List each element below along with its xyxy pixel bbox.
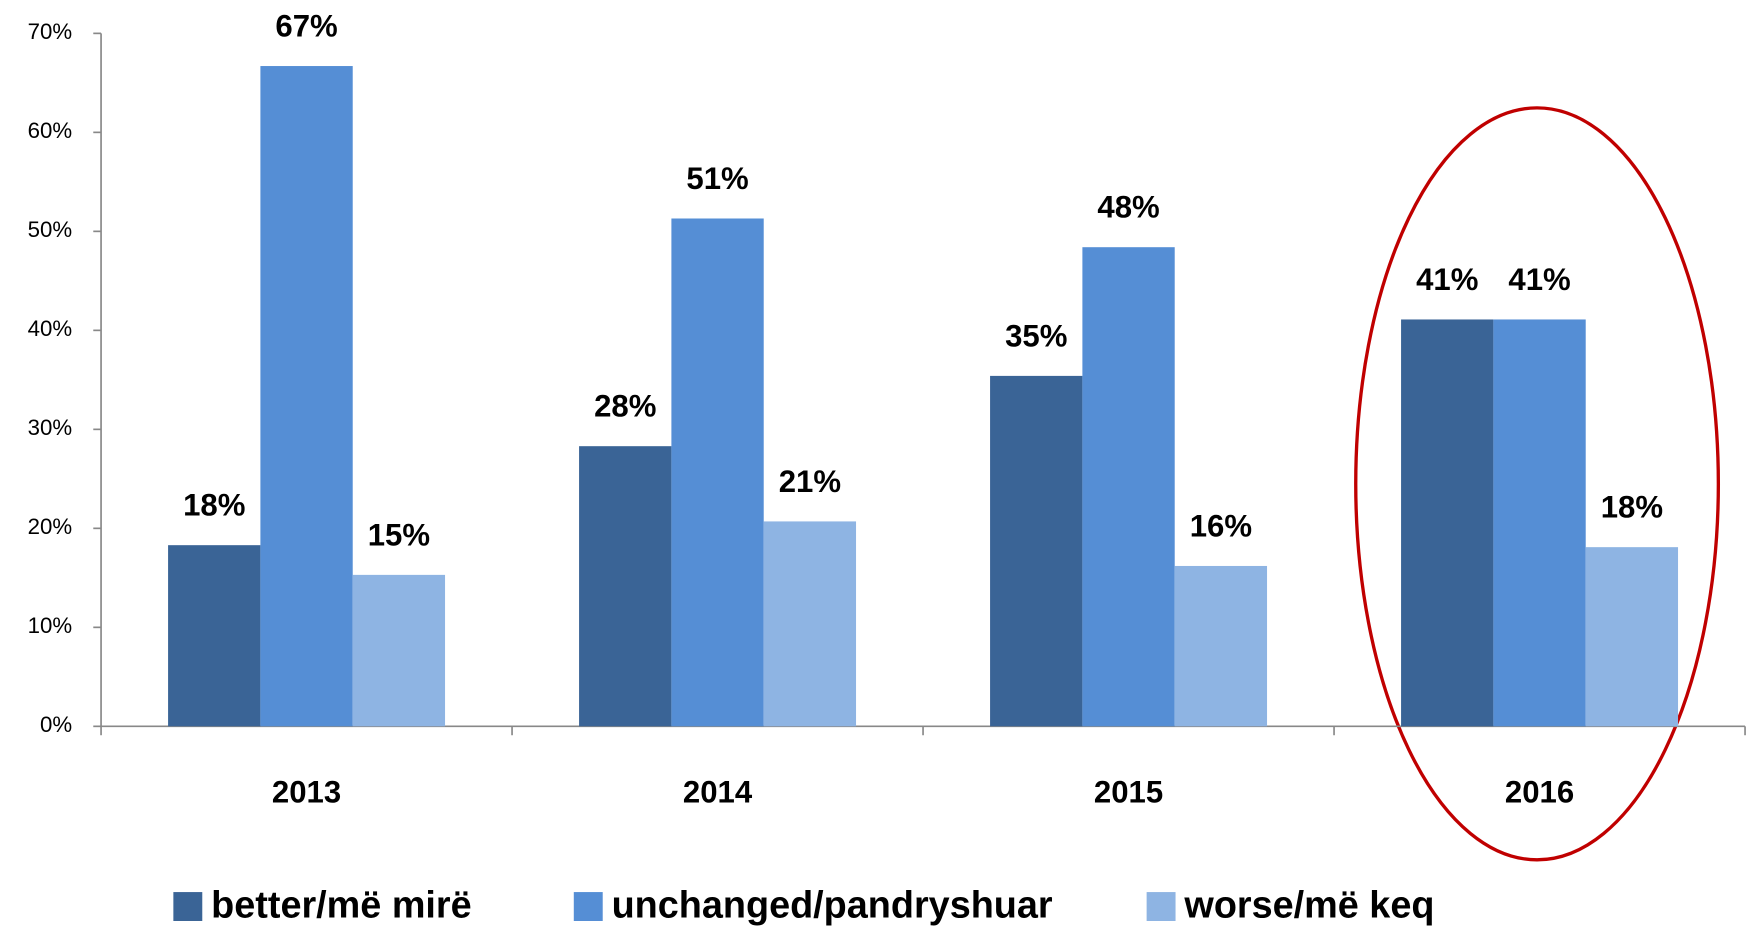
- y-tick-label: 30%: [28, 415, 73, 440]
- data-label: 48%: [1097, 190, 1159, 225]
- data-label: 41%: [1416, 262, 1478, 297]
- data-label: 15%: [368, 517, 430, 552]
- data-label: 51%: [686, 161, 748, 196]
- legend-label: unchanged/pandryshuar: [612, 885, 1053, 927]
- data-label: 35%: [1005, 318, 1067, 353]
- bar: [1493, 319, 1586, 727]
- bar: [1585, 547, 1679, 727]
- legend-label: worse/më keq: [1183, 885, 1434, 927]
- legend-swatch: [573, 892, 603, 921]
- data-label: 21%: [779, 464, 841, 499]
- bar: [671, 218, 764, 727]
- x-tick-label: 2015: [1094, 774, 1163, 809]
- y-tick-label: 20%: [28, 514, 73, 539]
- y-tick-label: 50%: [28, 217, 73, 242]
- y-tick-label: 60%: [28, 118, 73, 143]
- bar: [1174, 565, 1268, 727]
- bar: [260, 66, 353, 727]
- bar: [763, 521, 857, 727]
- data-label: 18%: [183, 488, 245, 523]
- legend-swatch: [1146, 892, 1176, 921]
- legend-swatch: [173, 892, 203, 921]
- data-label: 41%: [1508, 262, 1570, 297]
- data-label: 16%: [1190, 508, 1252, 543]
- x-tick-label: 2016: [1505, 774, 1574, 809]
- x-tick-label: 2013: [272, 774, 341, 809]
- data-label: 67%: [275, 8, 337, 43]
- x-tick-label: 2014: [683, 774, 753, 809]
- y-tick-label: 0%: [40, 712, 72, 737]
- bar: [1082, 247, 1175, 727]
- data-label: 28%: [594, 389, 656, 424]
- bar: [1401, 319, 1494, 727]
- highlight-ellipse: [1354, 106, 1721, 862]
- bar: [168, 545, 261, 727]
- bar: [990, 375, 1083, 727]
- legend-label: better/më mirë: [211, 885, 471, 927]
- data-label: 18%: [1601, 490, 1663, 525]
- bar: [579, 446, 672, 727]
- y-tick-label: 70%: [28, 19, 73, 44]
- y-tick-label: 10%: [28, 613, 73, 638]
- y-tick-label: 40%: [28, 316, 73, 341]
- bar: [352, 574, 446, 727]
